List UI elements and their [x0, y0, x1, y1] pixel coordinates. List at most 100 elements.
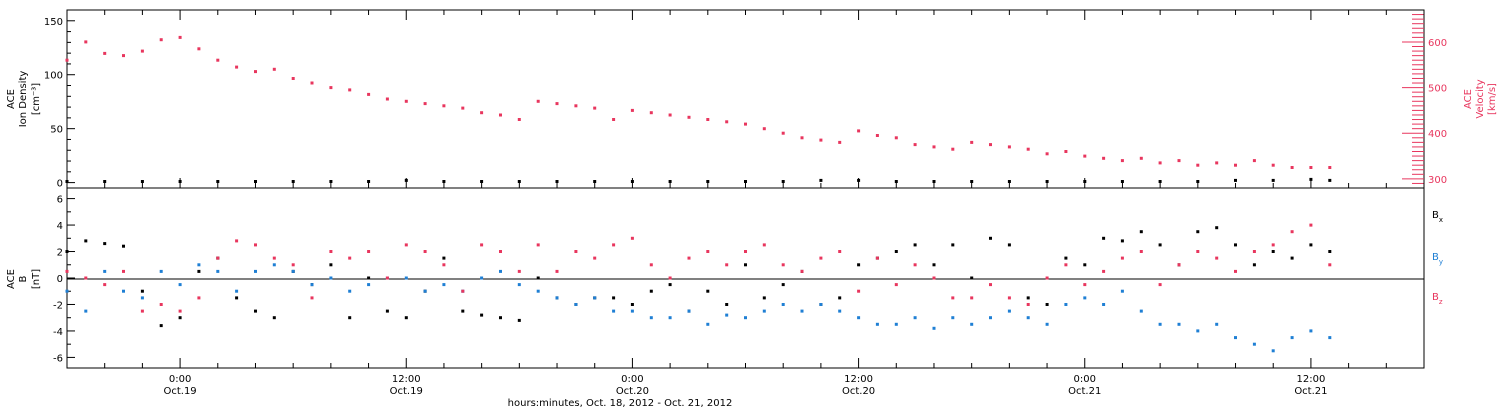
legend-bz-sub: z [1439, 298, 1443, 306]
density-point [857, 178, 861, 182]
bx-point [461, 309, 465, 313]
bx-point [1215, 226, 1219, 230]
velocity-point [291, 77, 295, 80]
x-axis-title: hours:minutes, Oct. 18, 2012 - Oct. 21, … [508, 398, 733, 409]
by-point [630, 309, 634, 313]
bz-point [1120, 256, 1124, 260]
velocity-point [1234, 163, 1237, 167]
density-point [1196, 180, 1200, 183]
bz-point [536, 243, 540, 247]
legend-by-sub: y [1439, 258, 1443, 266]
bx-point [517, 318, 521, 322]
velocity-point [1045, 152, 1049, 156]
top-right-ylabel-line3: [km/s] [1487, 83, 1498, 115]
velocity-point [1083, 154, 1087, 158]
bz-point [1102, 269, 1106, 273]
bx-point [442, 256, 446, 260]
velocity-point [951, 147, 955, 151]
by-point [1007, 309, 1011, 313]
bottom-panel-frame [66, 187, 1425, 369]
by-point [1234, 336, 1237, 340]
velocity-point [272, 67, 276, 71]
bz-point [1158, 283, 1162, 287]
velocity-point [819, 138, 823, 142]
density-point [367, 180, 371, 183]
bx-point [932, 263, 936, 267]
bz-point [178, 309, 182, 313]
bz-point [762, 243, 766, 247]
bz-point [706, 250, 710, 253]
by-point [1177, 322, 1181, 326]
velocity-point [1252, 159, 1256, 163]
bz-point [385, 276, 389, 280]
by-point [593, 296, 597, 300]
density-point [1007, 180, 1011, 183]
bx-point [1252, 263, 1256, 267]
density-point [744, 180, 747, 183]
velocity-point [1139, 156, 1143, 160]
top-right-ylabel-line2: Velocity [1475, 79, 1486, 118]
top-right-tick-label: 300 [1428, 175, 1447, 186]
velocity-point [1007, 145, 1011, 149]
bz-point [951, 296, 955, 300]
by-point [838, 309, 842, 313]
by-point [480, 276, 484, 280]
density-point [291, 180, 295, 183]
velocity-point [254, 70, 257, 74]
bz-point [1290, 230, 1294, 234]
bz-point [894, 283, 898, 287]
by-point [970, 322, 974, 326]
density-point [1045, 180, 1049, 183]
bottom-panel-points [65, 223, 1332, 353]
by-point [197, 263, 201, 267]
by-point [65, 289, 69, 293]
bz-point [781, 263, 785, 267]
velocity-point [178, 35, 182, 39]
by-point [913, 316, 917, 320]
by-point [1290, 336, 1294, 340]
bz-point [423, 250, 427, 253]
bottom-ylabel-line3: [nT] [31, 269, 42, 289]
x-tick-time-label: 0:00 [621, 374, 643, 385]
bx-point [857, 263, 861, 267]
velocity-point [310, 81, 314, 85]
velocity-point [894, 136, 898, 140]
by-point [442, 283, 446, 287]
velocity-point [725, 120, 729, 124]
bz-point [159, 303, 163, 306]
by-point [1309, 329, 1313, 333]
top-right-tick-label: 600 [1428, 38, 1447, 49]
bx-point [1309, 243, 1313, 247]
velocity-point [65, 58, 69, 62]
bx-point [1328, 250, 1332, 253]
top-left-ylabel-line1: ACE [6, 89, 17, 109]
density-point [1083, 180, 1087, 183]
by-point [84, 309, 88, 313]
top-left-tick-label: 150 [44, 17, 63, 28]
top-left-axis-ticks: 0 50 100 150 [44, 17, 75, 190]
by-point [1252, 342, 1256, 346]
bz-point [404, 243, 408, 247]
bz-point [725, 263, 729, 267]
bx-point [404, 316, 408, 320]
density-point [65, 180, 69, 183]
bz-point [687, 256, 691, 260]
by-point [423, 289, 427, 293]
density-point [1309, 177, 1313, 181]
bottom-tick-label: 2 [57, 248, 63, 259]
by-point [989, 316, 992, 320]
by-point [1102, 303, 1106, 306]
bx-point [122, 244, 125, 248]
velocity-point [348, 88, 352, 92]
bz-point [1007, 296, 1011, 300]
by-point [875, 322, 879, 326]
by-point [348, 289, 352, 293]
density-point [103, 180, 107, 183]
velocity-point [762, 127, 766, 131]
density-point [329, 180, 333, 183]
by-point [894, 322, 898, 326]
by-point [555, 296, 559, 300]
by-point [932, 326, 936, 330]
density-point [970, 180, 974, 183]
